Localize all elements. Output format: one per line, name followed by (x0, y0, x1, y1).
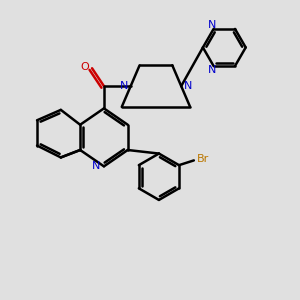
Text: N: N (120, 81, 128, 91)
Text: N: N (184, 81, 192, 91)
Text: Br: Br (196, 154, 209, 164)
Text: O: O (80, 62, 89, 72)
Text: N: N (208, 65, 216, 75)
Text: N: N (208, 20, 216, 30)
Text: N: N (92, 161, 101, 171)
